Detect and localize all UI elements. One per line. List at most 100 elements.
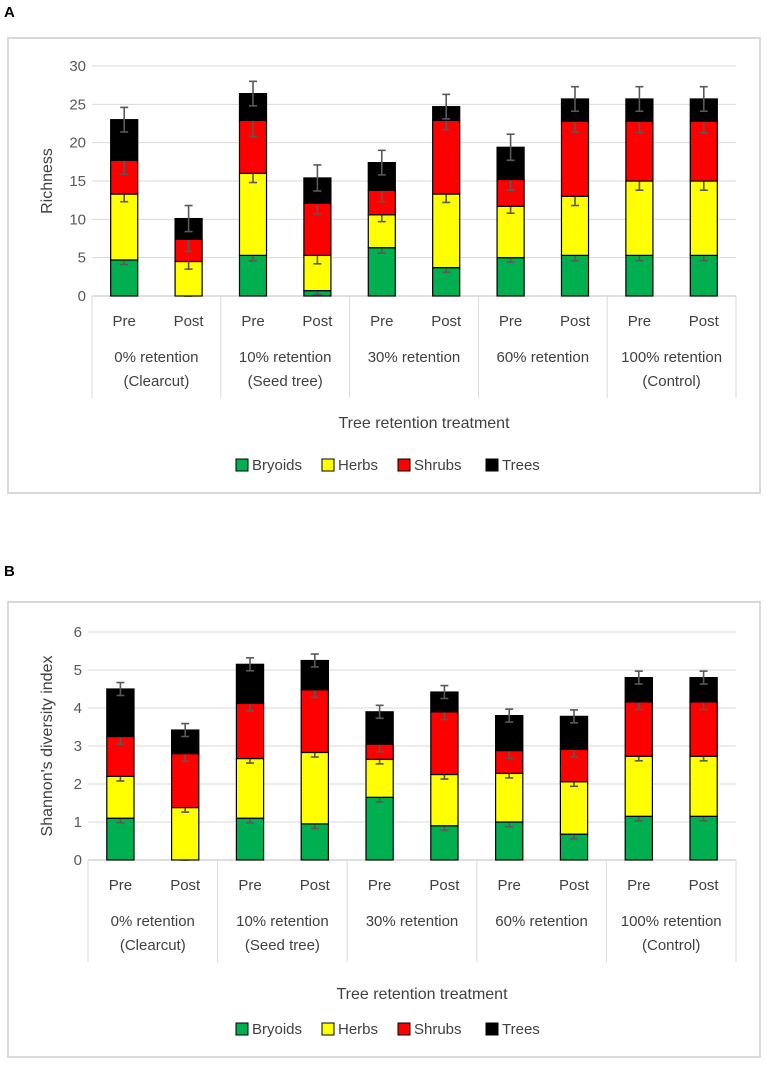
shannon-bar-herbs (624, 755, 654, 817)
shannon-y-tick-label: 3 (74, 738, 82, 755)
richness-group-label: (Control) (642, 373, 700, 390)
richness-y-tick-label: 10 (69, 211, 86, 228)
richness-y-tick-label: 25 (69, 96, 86, 113)
shannon-bar-shrubs (170, 753, 200, 809)
shannon-legend-label-trees: Trees (502, 1021, 540, 1038)
richness-bar-bryoids (560, 254, 590, 297)
shannon-legend-label-shrubs: Shrubs (414, 1021, 462, 1038)
richness-y-tick-label: 20 (69, 135, 86, 152)
shannon-y-tick-label: 6 (74, 624, 82, 641)
shannon-group-label: (Control) (642, 937, 700, 954)
shannon-legend-swatch-herbs (321, 1022, 335, 1036)
richness-x-category-label: Pre (628, 313, 651, 330)
shannon-legend-swatch-bryoids (235, 1022, 249, 1036)
shannon-x-category-label: Pre (368, 877, 391, 894)
panel-b-letter: B (4, 563, 15, 580)
shannon-bar-bryoids (365, 796, 394, 861)
chart-shannon: 0 1 2 3 4 5 6 Shannon's diversity index Pre Post P… (7, 601, 761, 1058)
richness-legend-label-herbs: Herbs (338, 457, 378, 474)
shannon-bar-herbs (689, 755, 718, 817)
richness-x-category-label: Pre (370, 313, 393, 330)
shannon-y-tick-label: 1 (74, 814, 82, 831)
shannon-bar-bryoids (106, 817, 135, 861)
shannon-group-label: (Seed tree) (245, 937, 320, 954)
richness-y-tick-label: 0 (78, 288, 86, 305)
shannon-bar-shrubs (430, 711, 459, 776)
shannon-y-tick-label: 4 (74, 700, 82, 717)
richness-bar-herbs (496, 205, 525, 259)
shannon-group-label: 30% retention (366, 913, 459, 930)
richness-y-axis-title: Richness (39, 148, 56, 214)
richness-group-label: 30% retention (368, 349, 461, 366)
shannon-x-category-label: Pre (238, 877, 261, 894)
richness-bar-bryoids (238, 254, 268, 297)
shannon-y-tick-label: 2 (74, 776, 82, 793)
shannon-legend-swatch-trees (485, 1022, 499, 1036)
richness-bar-herbs (303, 254, 332, 292)
richness-group-label: (Seed tree) (248, 373, 323, 390)
shannon-bar-herbs (365, 758, 394, 798)
shannon-x-category-label: Pre (498, 877, 521, 894)
shannon-x-category-label: Pre (109, 877, 132, 894)
richness-bar-herbs (560, 195, 590, 256)
richness-x-category-label: Pre (113, 313, 136, 330)
shannon-x-category-label: Post (429, 877, 460, 894)
richness-legend-swatch-shrubs (397, 458, 411, 472)
shannon-bar-shrubs (689, 701, 718, 757)
shannon-y-tick-label: 5 (74, 662, 82, 679)
richness-legend-swatch-herbs (321, 458, 335, 472)
richness-x-category-label: Post (560, 313, 591, 330)
richness-x-category-label: Post (302, 313, 333, 330)
shannon-legend-label-herbs: Herbs (338, 1021, 378, 1038)
shannon-y-axis-title: Shannon's diversity index (39, 656, 56, 837)
shannon-group-label: 10% retention (236, 913, 329, 930)
shannon-bar-herbs (494, 772, 524, 823)
shannon-bar-herbs (559, 781, 589, 835)
richness-bar-herbs (625, 180, 654, 256)
richness-x-category-label: Pre (241, 313, 264, 330)
shannon-bar-bryoids (624, 815, 654, 861)
shannon-bar-herbs (300, 751, 330, 825)
richness-x-category-label: Post (689, 313, 720, 330)
richness-bar-bryoids (496, 257, 525, 297)
richness-bar-shrubs (432, 119, 461, 195)
richness-bar-herbs (432, 193, 461, 269)
richness-bar-bryoids (625, 254, 654, 297)
richness-bar-bryoids (110, 259, 139, 297)
shannon-bar-shrubs (624, 701, 654, 757)
shannon-legend-swatch-shrubs (397, 1022, 411, 1036)
richness-group-label: 0% retention (114, 349, 198, 366)
richness-bar-bryoids (689, 254, 718, 297)
richness-group-label: 100% retention (621, 349, 722, 366)
shannon-bar-shrubs (300, 689, 330, 754)
richness-x-category-label: Post (174, 313, 205, 330)
richness-bar-shrubs (560, 120, 590, 197)
shannon-x-category-label: Post (689, 877, 720, 894)
richness-x-axis-title: Tree retention treatment (338, 415, 510, 432)
shannon-y-tick-label: 0 (74, 852, 82, 869)
richness-bar-bryoids (367, 247, 396, 297)
richness-legend-label-trees: Trees (502, 457, 540, 474)
richness-y-tick-label: 15 (69, 173, 86, 190)
richness-x-category-label: Pre (499, 313, 522, 330)
chart-richness: 0 5 10 15 20 25 30 Richness Pre Post Pre Post Pre Pos… (7, 37, 761, 494)
shannon-x-category-label: Post (300, 877, 331, 894)
panel-a-letter: A (4, 4, 15, 21)
richness-legend-swatch-trees (485, 458, 499, 472)
richness-bar-herbs (238, 172, 268, 256)
shannon-bar-herbs (430, 773, 459, 827)
shannon-bar-herbs (106, 775, 135, 819)
richness-legend-label-bryoids: Bryoids (252, 457, 302, 474)
richness-chart-frame (7, 37, 761, 494)
shannon-group-label: 60% retention (495, 913, 588, 930)
shannon-bar-shrubs (235, 702, 265, 760)
shannon-bar-bryoids (689, 815, 718, 861)
richness-group-label: 60% retention (497, 349, 590, 366)
richness-bar-herbs (110, 193, 139, 261)
shannon-bar-bryoids (235, 817, 265, 861)
shannon-group-label: 0% retention (111, 913, 195, 930)
richness-legend-label-shrubs: Shrubs (414, 457, 462, 474)
shannon-bar-bryoids (430, 825, 459, 861)
richness-bar-shrubs (625, 120, 654, 182)
shannon-bar-herbs (170, 806, 200, 861)
